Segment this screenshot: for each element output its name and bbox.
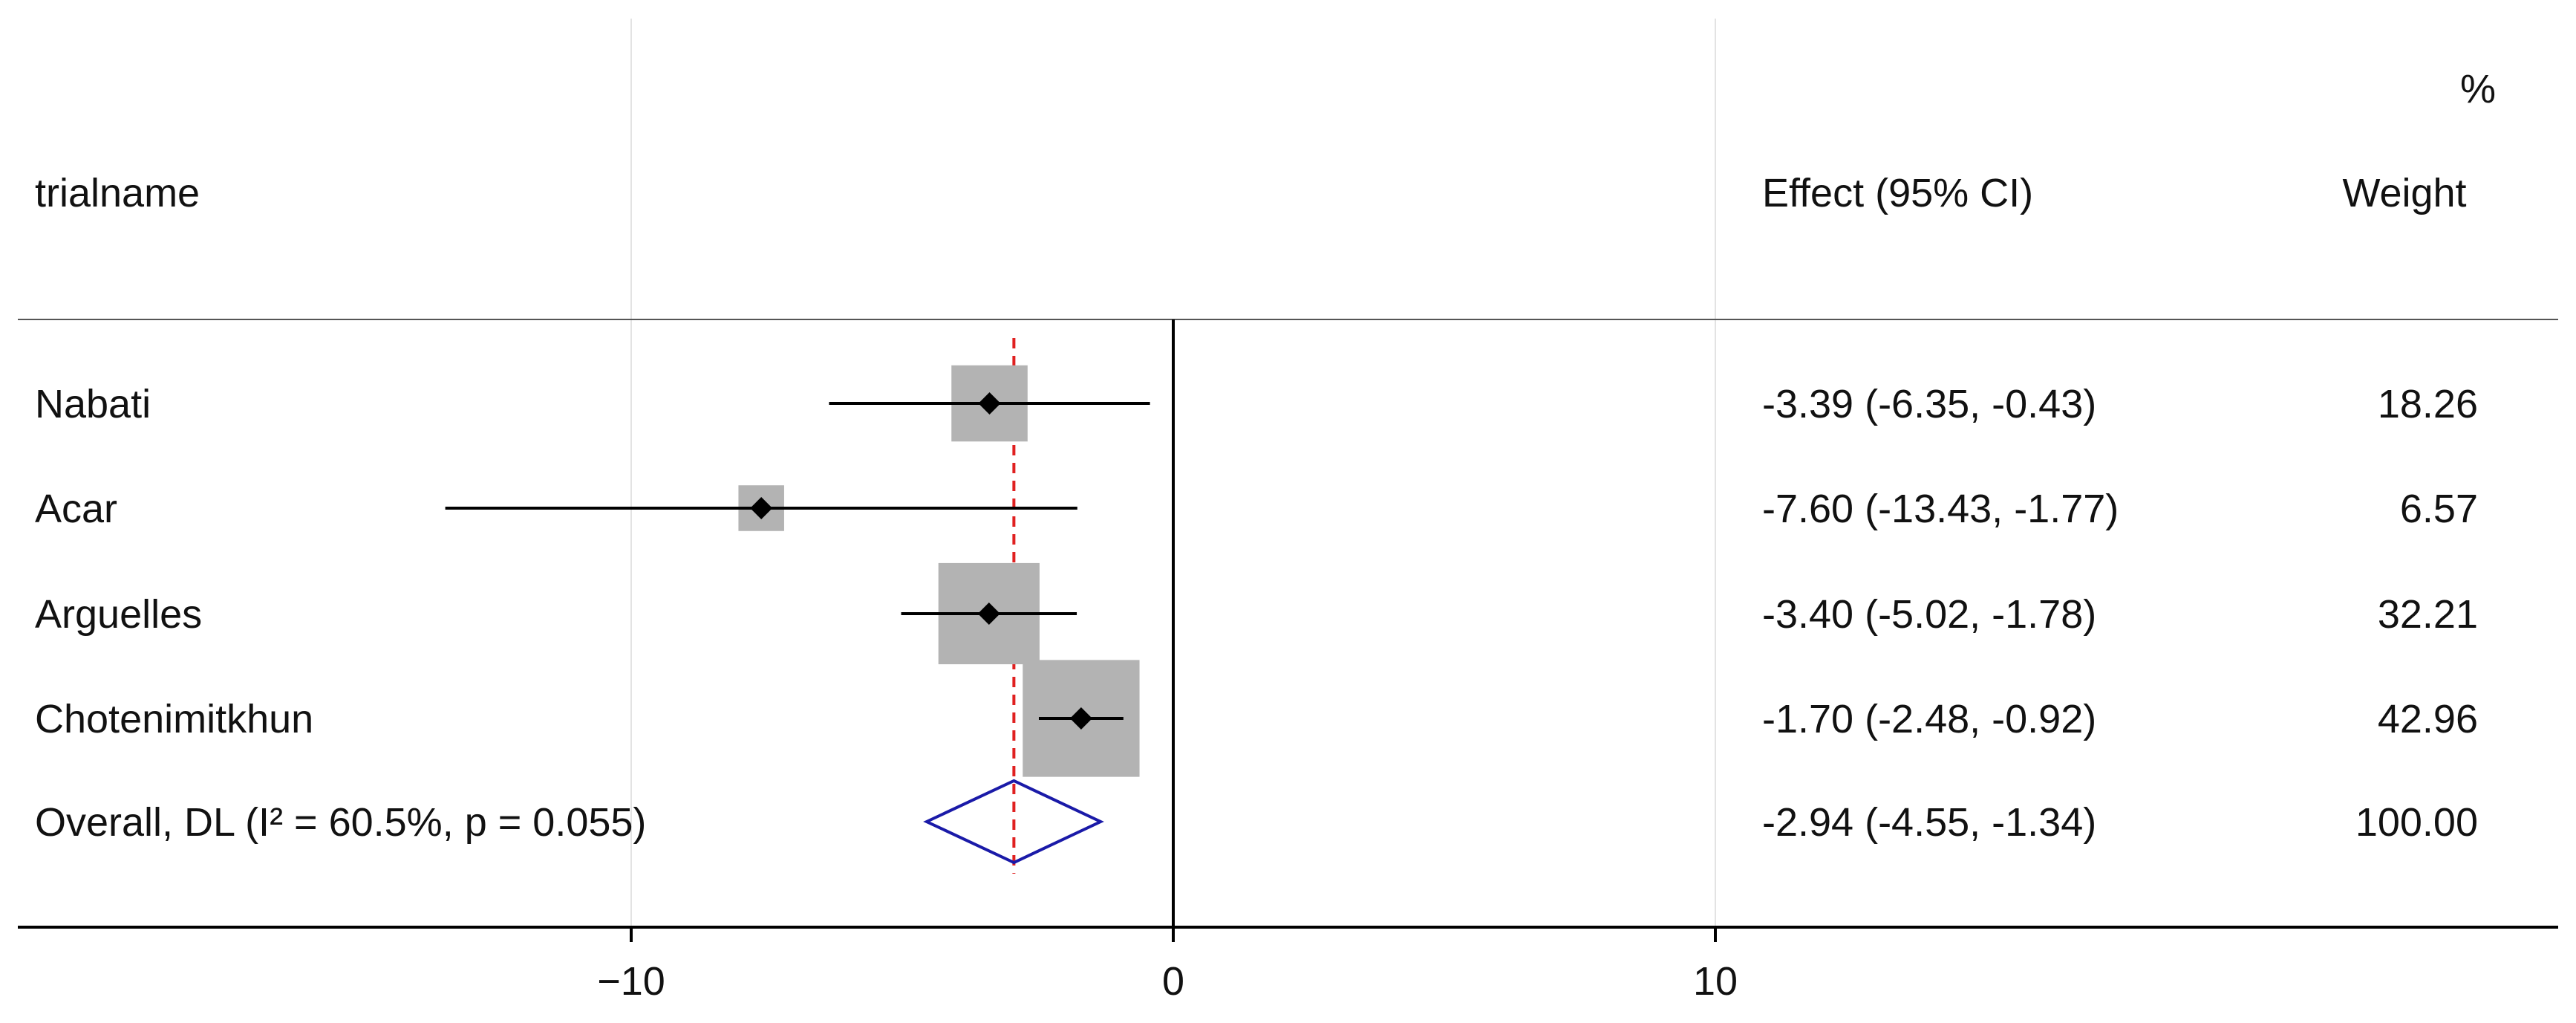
header-study: trialname [35,171,200,215]
x-tick-label: 10 [1693,959,1738,1004]
study-row: Arguelles -3.40 (-5.02, -1.78) 32.21 [35,562,2478,665]
x-tick-label: −10 [597,959,665,1004]
study-name: Nabati [35,382,151,426]
x-tick-label: 0 [1162,959,1184,1004]
header-weight-percent: % [2460,67,2496,111]
weight-text: 18.26 [2378,382,2478,426]
overall-row: Overall, DL (I² = 60.5%, p = 0.055) -2.94… [35,779,2478,865]
study-row: Chotenimitkhun -1.70 (-2.48, -0.92) 42.96 [35,660,2478,777]
point-estimate-marker [750,497,773,519]
overall-effect-text: -2.94 (-4.55, -1.34) [1762,800,2096,845]
x-axis: −10 0 10 [18,926,2558,1004]
header-weight: Weight [2342,171,2466,215]
point-estimate-marker [1069,707,1092,730]
overall-label: Overall, DL (I² = 60.5%, p = 0.055) [35,800,646,845]
effect-ci-text: -3.40 (-5.02, -1.78) [1762,592,2096,637]
overall-diamond [923,779,1104,865]
study-name: Chotenimitkhun [35,697,313,741]
effect-ci-text: -7.60 (-13.43, -1.77) [1762,487,2119,531]
study-name: Acar [35,487,117,531]
study-row: Acar -7.60 (-13.43, -1.77) 6.57 [35,485,2478,531]
header-effect: Effect (95% CI) [1762,171,2033,215]
effect-ci-text: -1.70 (-2.48, -0.92) [1762,697,2096,741]
weight-text: 6.57 [2400,487,2478,531]
weight-text: 32.21 [2378,592,2478,637]
study-name: Arguelles [35,592,202,637]
rows-layer: Nabati -3.39 (-6.35, -0.43) 18.26 Acar -7.60… [35,319,2478,927]
weight-text: 42.96 [2378,697,2478,741]
point-estimate-marker [977,603,1000,625]
study-row: Nabati -3.39 (-6.35, -0.43) 18.26 [35,365,2478,442]
effect-ci-text: -3.39 (-6.35, -0.43) [1762,382,2096,426]
point-estimate-marker [978,392,1001,415]
grid-layer [630,19,1716,927]
overall-weight-text: 100.00 [2355,800,2478,845]
